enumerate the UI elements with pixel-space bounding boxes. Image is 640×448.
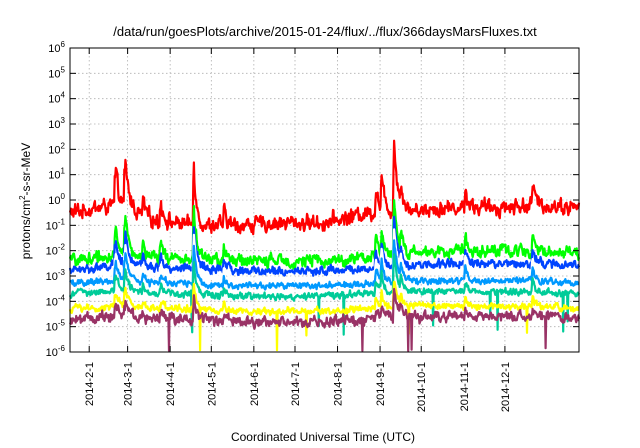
y-tick-label: 10-4	[46, 293, 66, 308]
plot-frame	[69, 47, 580, 353]
axes	[69, 47, 580, 353]
y-tick-labels: 10-6 10-5 10-4 10-3 10-2 10-1 100 101 102 103 104 1…	[46, 40, 66, 359]
x-tick-labels: 2014-2-1 2014-3-1 2014-4-1 2014-5-1 2014-6-1…	[84, 362, 512, 412]
y-tick-label: 10-1	[46, 217, 66, 232]
series-line	[69, 228, 580, 283]
x-tick-label: 2014-10-1	[416, 362, 428, 412]
y-tick-label: 106	[48, 40, 65, 55]
y-tick-label: 10-5	[46, 319, 66, 334]
x-tick-label: 2014-9-1	[375, 362, 387, 406]
series-line	[68, 215, 581, 277]
x-axis-label: Coordinated Universal Time (UTC)	[231, 430, 415, 444]
series-line	[68, 139, 581, 236]
y-tick-label: 10-6	[46, 344, 66, 359]
x-tick-label: 2014-11-1	[459, 362, 471, 411]
series-line	[69, 287, 581, 352]
y-tick-label: 101	[48, 167, 65, 182]
x-tick-label: 2014-6-1	[249, 362, 261, 406]
y-tick-label: 105	[48, 65, 65, 80]
x-tick-label: 2014-4-1	[165, 362, 177, 406]
x-tick-label: 2014-2-1	[84, 362, 96, 406]
x-tick-label: 2014-12-1	[500, 362, 512, 412]
y-tick-label: 103	[48, 116, 65, 131]
x-tick-label: 2014-8-1	[333, 362, 345, 406]
x-tick-label: 2014-7-1	[290, 362, 302, 406]
series-line	[68, 253, 581, 336]
series-lines	[68, 139, 581, 352]
y-tick-label: 102	[48, 141, 65, 156]
y-axis-label: protons/cm2-s-sr-MeV	[18, 143, 33, 259]
x-tick-label: 2014-5-1	[206, 362, 218, 406]
y-tick-label: 10-2	[46, 243, 66, 258]
y-tick-label: 100	[48, 192, 65, 207]
x-tick-label: 2014-3-1	[123, 362, 135, 406]
series-line	[69, 239, 580, 291]
y-tick-label: 10-3	[46, 268, 66, 283]
series-line	[68, 280, 580, 352]
chart-title: /data/run/goesPlots/archive/2015-01-24/f…	[113, 24, 537, 39]
y-tick-label: 104	[48, 91, 65, 106]
series-line	[68, 199, 581, 271]
